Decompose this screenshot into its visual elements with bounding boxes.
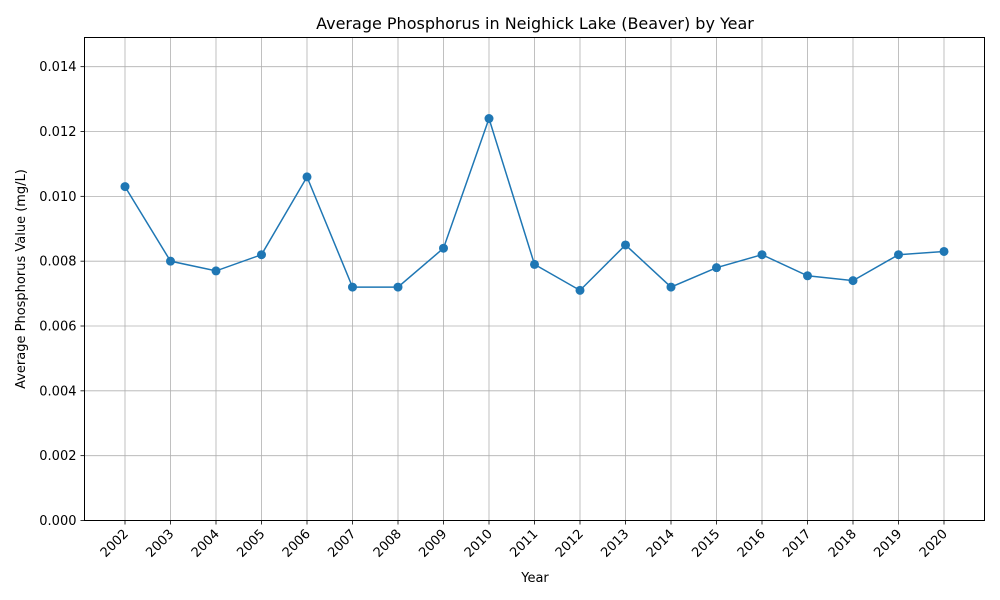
x-tick-label: 2007 [325,527,359,561]
y-tick-label: 0.010 [39,190,76,205]
x-tick-label: 2008 [371,527,405,561]
data-point-2010 [484,114,494,124]
data-point-2006 [302,172,312,182]
x-tick-label: 2002 [98,527,132,561]
y-tick-label: 0.006 [39,320,76,335]
data-point-2008 [393,282,403,292]
x-tick-label: 2014 [644,527,678,561]
data-point-2002 [120,182,130,192]
y-axis: 0.000 0.002 0.004 0.006 0.008 0.010 0.012 0.014 [39,60,85,529]
data-point-2013 [621,240,630,250]
x-axis: 2002 2003 2004 2005 2006 2007 2008 2009 2010 2011… [98,520,951,561]
data-point-2007 [348,282,357,292]
x-tick-label: 2009 [416,527,450,561]
data-point-2016 [757,250,767,260]
data-point-2017 [803,271,812,281]
data-point-2019 [894,250,903,260]
x-tick-label: 2015 [689,527,723,561]
x-tick-label: 2017 [780,527,814,561]
data-point-2011 [530,259,539,269]
data-point-2020 [939,246,949,256]
data-points [120,114,949,295]
x-tick-label: 2012 [553,527,587,561]
x-tick-label: 2018 [826,527,860,561]
data-point-2014 [666,282,676,292]
data-point-2005 [257,250,266,260]
plot-frame [84,37,985,521]
y-tick-label: 0.008 [39,255,76,270]
x-tick-label: 2020 [917,527,951,561]
data-point-2003 [166,256,175,266]
x-tick-label: 2006 [280,527,314,561]
x-tick-label: 2003 [143,527,177,561]
y-tick-label: 0.004 [39,384,76,399]
y-tick-label: 0.002 [39,449,76,464]
y-tick-label: 0.000 [39,514,76,529]
x-tick-label: 2011 [507,527,541,561]
data-point-2012 [575,285,585,295]
data-point-2009 [439,243,448,253]
x-tick-label: 2019 [871,527,905,561]
y-tick-label: 0.014 [39,60,76,75]
y-axis-label: Average Phosphorus Value (mg/L) [14,169,29,389]
x-tick-label: 2005 [234,527,268,561]
data-point-2004 [211,266,221,276]
x-tick-label: 2004 [189,527,223,561]
x-tick-label: 2010 [462,527,496,561]
x-tick-label: 2013 [598,527,632,561]
data-point-2018 [848,276,858,286]
data-point-2015 [712,263,721,273]
x-tick-label: 2016 [735,527,769,561]
y-tick-label: 0.012 [39,125,76,140]
x-axis-label: Year [520,571,549,586]
chart-title: Average Phosphorus in Neighick Lake (Bea… [316,14,754,33]
